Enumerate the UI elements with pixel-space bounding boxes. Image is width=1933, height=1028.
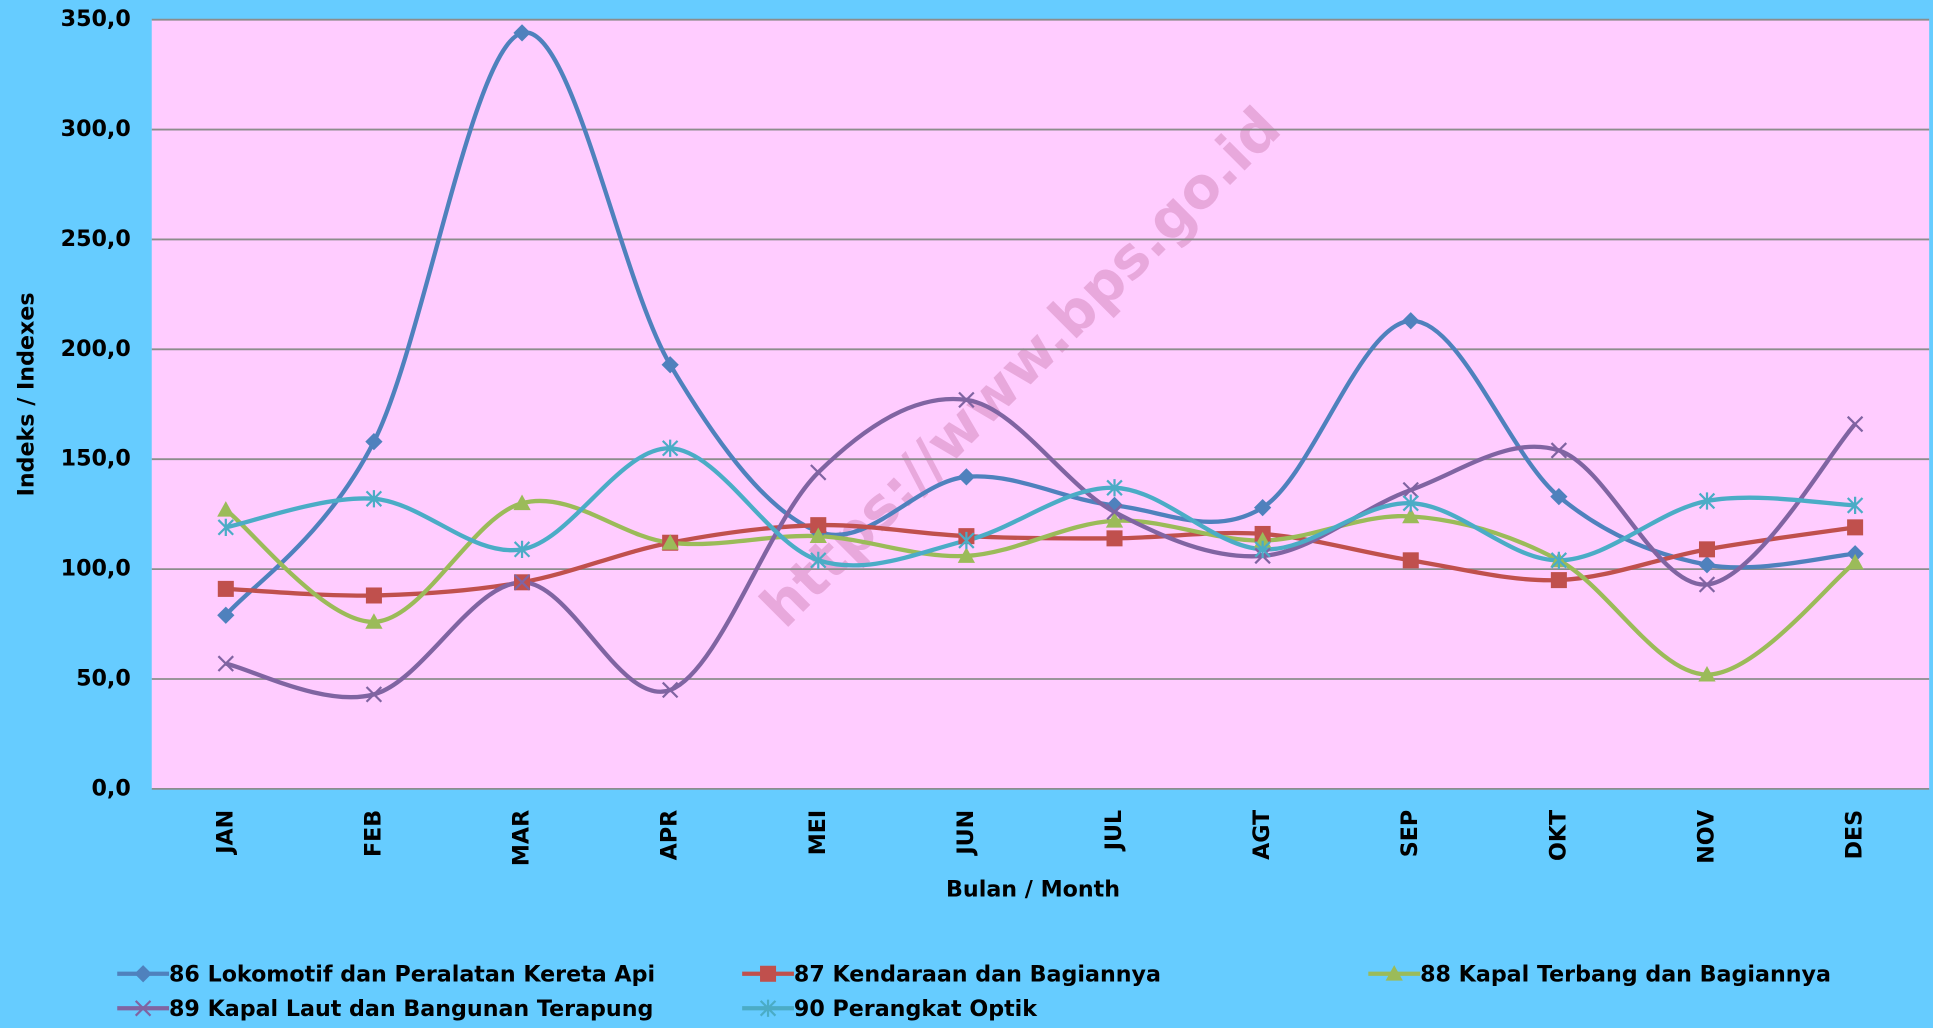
marker <box>513 574 531 591</box>
marker <box>1550 551 1568 569</box>
x-tick-label: MAR <box>509 810 535 866</box>
x-tick-label: OKT <box>1545 810 1571 861</box>
legend-label: 89 Kapal Laut dan Bangunan Terapung <box>169 996 653 1022</box>
series-line <box>225 446 1856 568</box>
x-tick-label: NOV <box>1693 809 1719 864</box>
marker <box>217 606 235 624</box>
marker <box>958 391 975 409</box>
x-tick-label: SEP <box>1397 810 1423 857</box>
marker <box>1402 481 1419 499</box>
x-tick-label: JAN <box>212 810 238 856</box>
legend-label: 87 Kendaraan dan Bagiannya <box>794 961 1161 987</box>
marker <box>958 531 975 550</box>
x-tick-label: JUL <box>1101 810 1127 852</box>
marker <box>1105 512 1124 528</box>
y-tick-label: 300,0 <box>61 116 131 142</box>
y-tick-label: 350,0 <box>61 6 131 32</box>
marker <box>365 686 383 703</box>
marker <box>1402 494 1419 512</box>
marker <box>1254 540 1271 558</box>
marker <box>217 580 234 597</box>
marker <box>217 501 235 517</box>
marker <box>1550 572 1567 589</box>
marker <box>217 655 234 672</box>
y-axis-label: Indeks / Indexes <box>14 292 40 496</box>
marker <box>661 681 679 699</box>
legend-marker <box>1385 965 1403 981</box>
x-tick-label: JUN <box>953 810 979 857</box>
y-tick-label: 50,0 <box>76 665 131 691</box>
marker <box>957 468 976 486</box>
legend-label: 86 Lokomotif dan Peralatan Kereta Api <box>169 961 655 987</box>
legend-marker <box>759 999 777 1017</box>
marker <box>365 613 383 629</box>
marker <box>365 587 382 604</box>
x-tick-label: FEB <box>360 810 386 857</box>
marker <box>1402 312 1420 330</box>
marker <box>1698 556 1716 574</box>
legend-label: 88 Kapal Terbang dan Bagiannya <box>1420 961 1831 987</box>
marker <box>513 24 531 42</box>
marker <box>1698 492 1716 510</box>
legend-label: 90 Perangkat Optik <box>794 996 1038 1022</box>
marker <box>1846 415 1864 433</box>
marker <box>1846 496 1864 515</box>
plot-area <box>151 19 1930 789</box>
marker <box>365 490 383 508</box>
x-tick-label: DES <box>1842 810 1868 860</box>
marker <box>1698 541 1716 558</box>
marker <box>810 551 827 569</box>
marker <box>1106 530 1123 547</box>
x-tick-label: AGT <box>1249 810 1275 860</box>
marker <box>1550 442 1568 459</box>
marker <box>1698 665 1716 682</box>
x-axis-label: Bulan / Month <box>946 876 1120 902</box>
marker <box>1106 503 1123 521</box>
marker <box>661 534 679 550</box>
marker <box>1402 507 1420 524</box>
marker <box>513 540 531 558</box>
marker <box>810 517 827 534</box>
marker <box>1847 519 1864 536</box>
marker <box>365 433 383 451</box>
marker <box>1846 553 1864 570</box>
y-tick-label: 250,0 <box>61 226 131 252</box>
marker <box>809 527 827 544</box>
marker <box>1402 552 1419 569</box>
marker <box>1106 479 1123 497</box>
y-tick-label: 100,0 <box>61 556 131 582</box>
x-tick-label: APR <box>657 810 683 860</box>
marker <box>1698 576 1716 593</box>
x-tick-label: MEI <box>805 810 831 855</box>
y-tick-label: 0,0 <box>92 775 131 801</box>
marker <box>513 494 531 511</box>
marker <box>217 518 234 536</box>
y-tick-label: 200,0 <box>61 336 131 362</box>
legend-marker <box>134 965 152 983</box>
legend-marker <box>760 965 777 982</box>
marker <box>810 464 827 481</box>
marker <box>661 439 679 457</box>
marker <box>957 547 976 563</box>
series-line <box>224 498 1857 677</box>
marker <box>661 356 679 374</box>
legend-marker <box>134 1000 152 1017</box>
y-tick-label: 150,0 <box>61 446 131 472</box>
